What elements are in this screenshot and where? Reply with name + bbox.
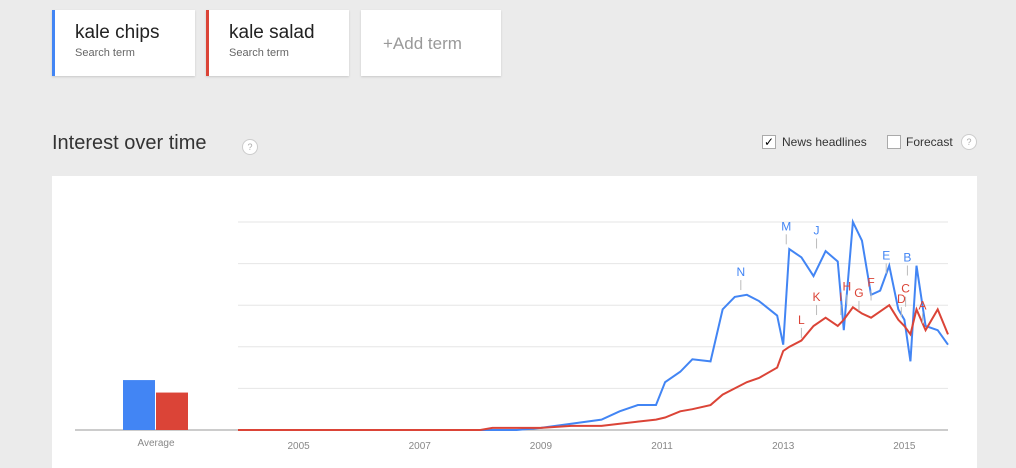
- add-term-label: +Add term: [383, 34, 462, 53]
- annotation: M: [781, 219, 791, 233]
- help-icon[interactable]: ?: [242, 139, 258, 155]
- term: kale chips: [75, 22, 160, 43]
- series-line: [238, 303, 949, 431]
- term: kale salad: [229, 22, 315, 43]
- term-card[interactable]: kale salad Search term: [206, 10, 349, 76]
- annotation: B: [903, 251, 911, 265]
- x-tick-label: 2005: [287, 441, 310, 452]
- average-bar: [123, 380, 155, 430]
- chart-panel: [52, 176, 977, 468]
- help-icon[interactable]: ?: [961, 134, 977, 150]
- annotation: F: [867, 275, 874, 289]
- option-label: News headlines: [782, 135, 867, 149]
- x-tick-label: 2013: [772, 441, 795, 452]
- annotation: D: [897, 292, 906, 306]
- chart: 2005 2007 2009 2011 2013 2015 Average N M J E B LK IH…: [52, 176, 977, 468]
- add-term[interactable]: +Add term: [361, 10, 501, 76]
- checkbox[interactable]: [887, 135, 901, 149]
- x-tick-label: 2007: [409, 441, 432, 452]
- annotation: I: [839, 290, 842, 304]
- term-card[interactable]: kale chips Search term: [52, 10, 195, 76]
- annotation: K: [813, 290, 821, 304]
- annotation: L: [798, 313, 805, 327]
- term-subtitle: Search term: [75, 47, 135, 59]
- x-tick-label: 2009: [530, 441, 553, 452]
- average-bar: [156, 392, 188, 430]
- annotation: H: [842, 280, 851, 294]
- average-label: Average: [137, 438, 175, 449]
- annotation: G: [854, 286, 863, 300]
- annotation: A: [919, 298, 927, 312]
- section-title: Interest over time: [52, 132, 207, 154]
- annotation: J: [814, 223, 820, 237]
- x-tick-label: 2015: [893, 441, 916, 452]
- term-subtitle: Search term: [229, 47, 289, 59]
- annotation: E: [882, 248, 890, 262]
- series-line: [238, 218, 949, 431]
- x-tick-label: 2011: [651, 441, 673, 452]
- annotation: C: [901, 282, 910, 296]
- option-label: Forecast: [906, 135, 953, 149]
- checkbox[interactable]: ✓: [762, 135, 776, 149]
- annotation: N: [736, 265, 745, 279]
